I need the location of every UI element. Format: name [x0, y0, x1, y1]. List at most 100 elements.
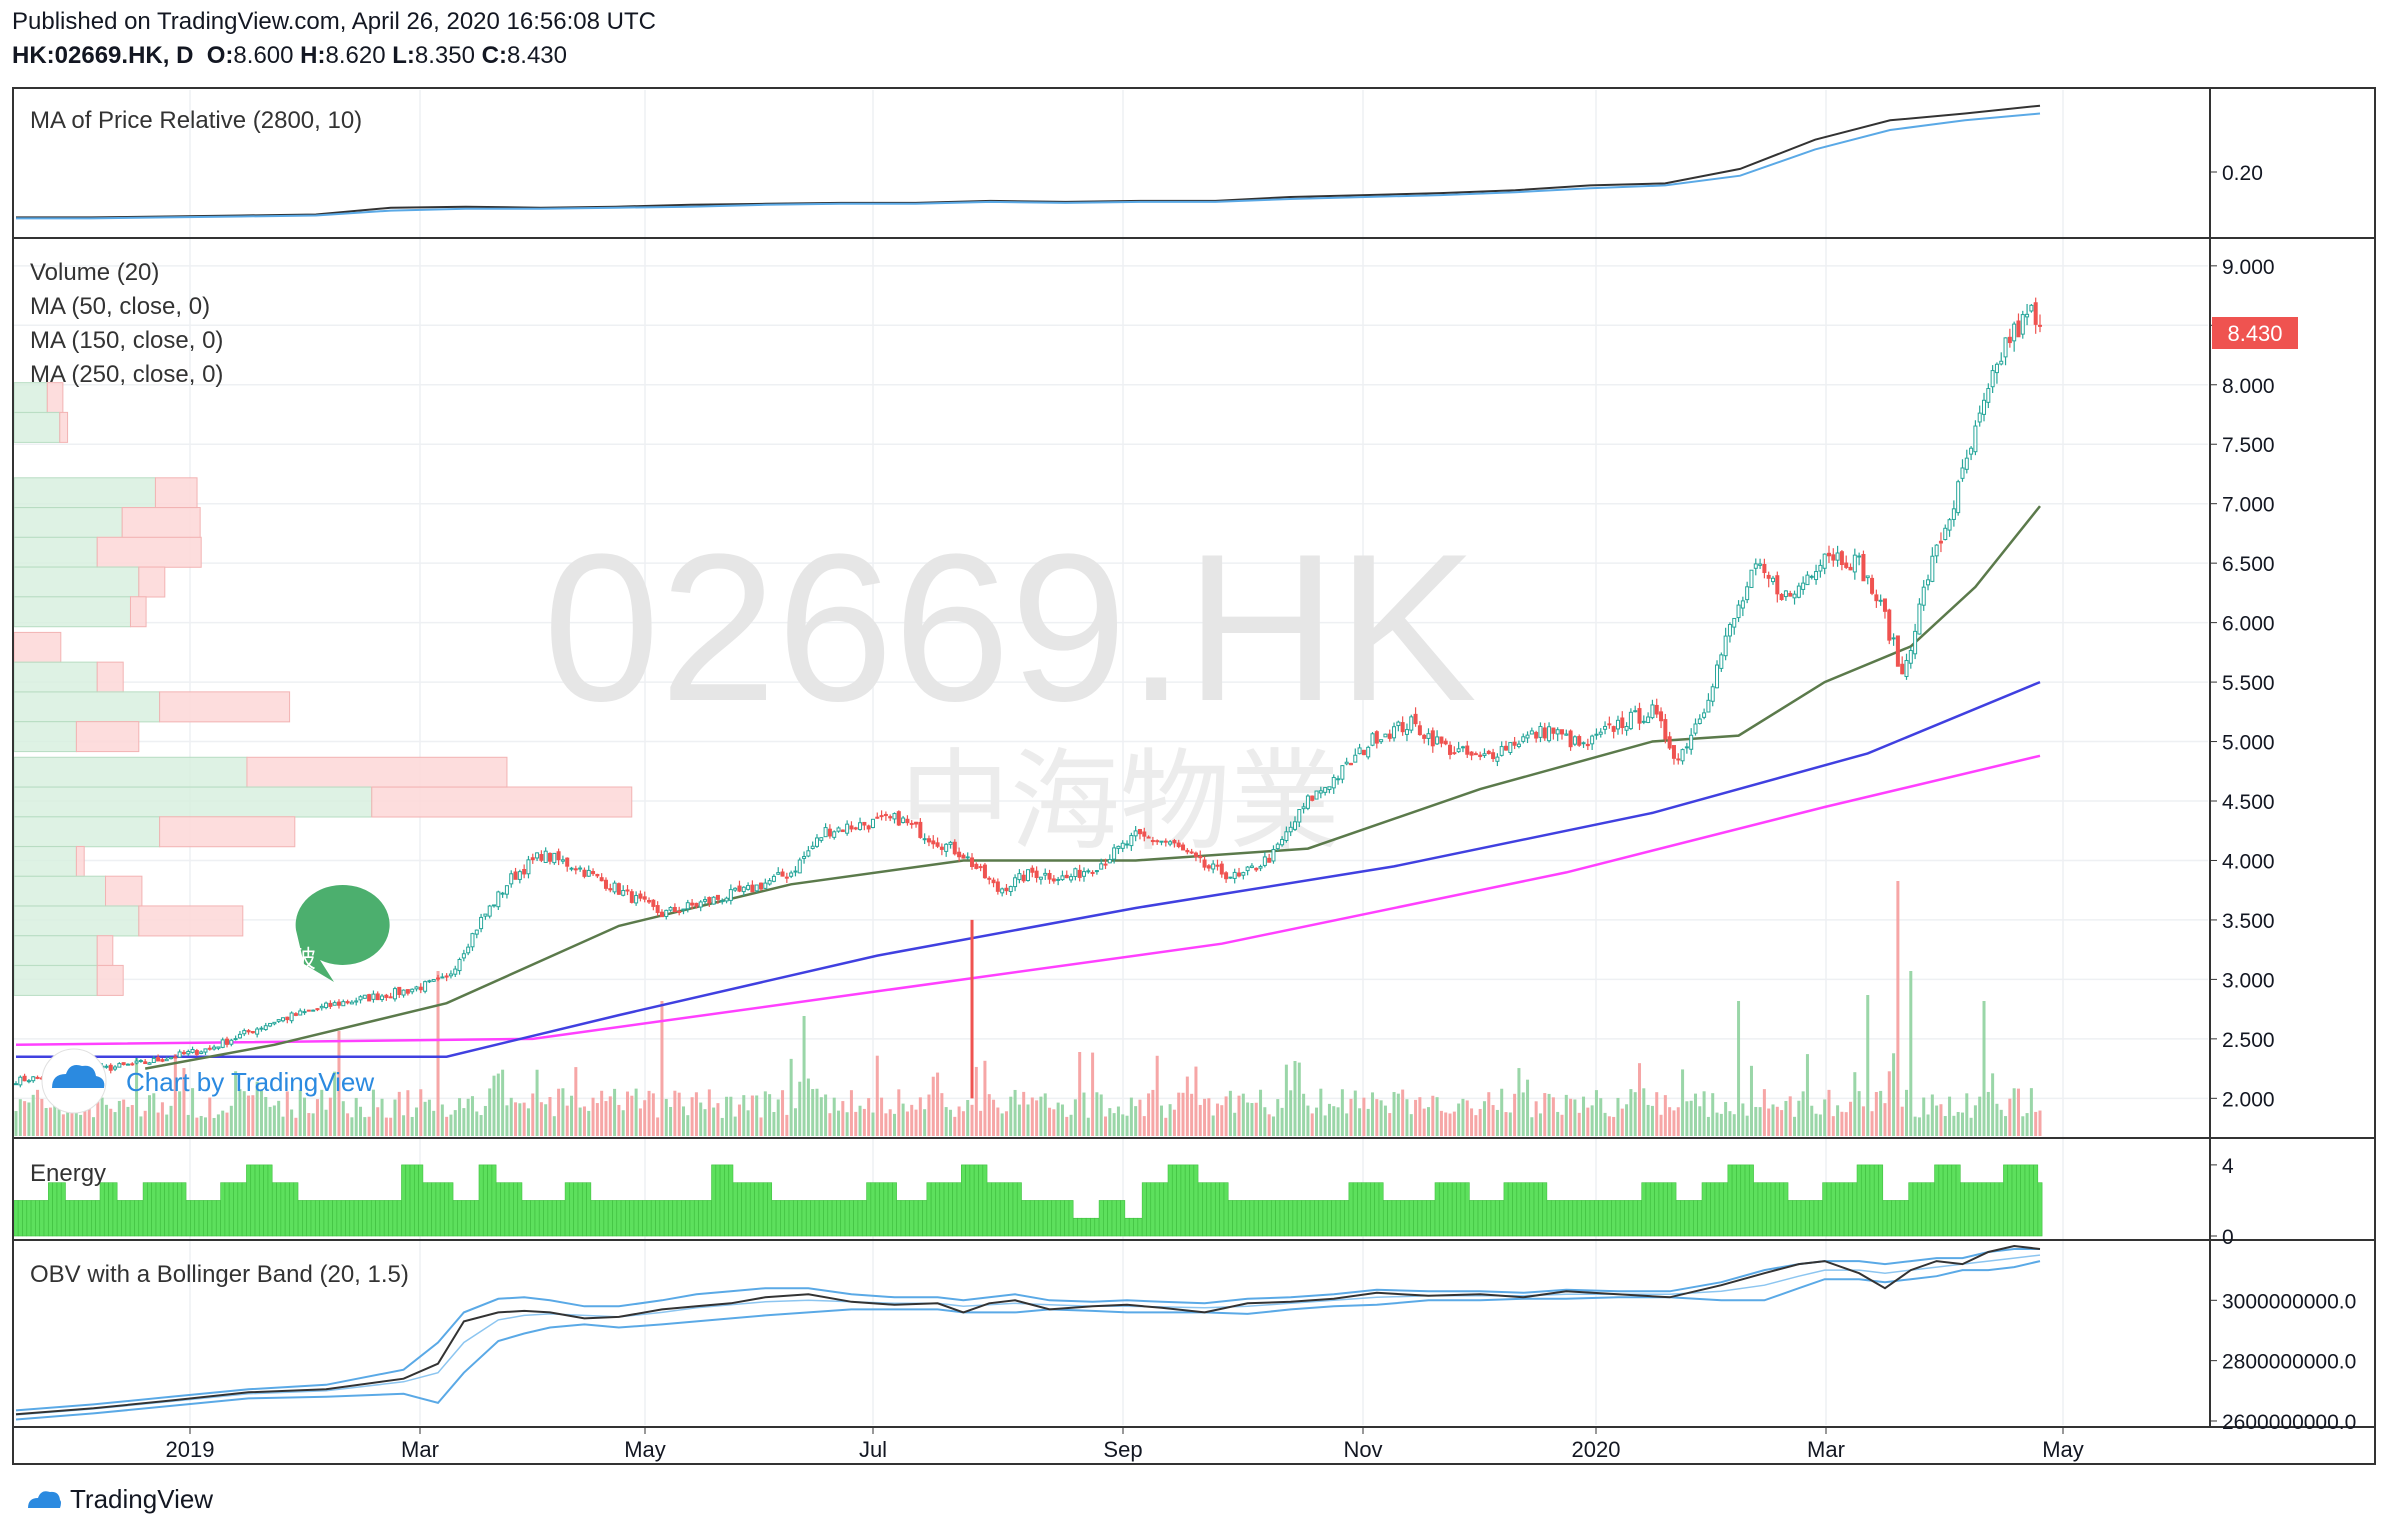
- candle-body: [237, 1033, 242, 1039]
- energy-bar: [1146, 1182, 1151, 1237]
- price-axis[interactable]: 9.0008.5008.0007.5007.0006.5006.0005.500…: [2210, 162, 2356, 1434]
- candle-body: [1723, 635, 1728, 657]
- candle-body: [276, 1019, 281, 1022]
- candle-body: [1986, 388, 1991, 403]
- energy-bar: [1456, 1182, 1462, 1237]
- volume-bar: [1422, 1108, 1426, 1136]
- volume-bar: [914, 1109, 918, 1136]
- candle-body: [1818, 564, 1823, 572]
- volume-bar: [307, 1113, 311, 1136]
- energy-bar: [1921, 1182, 1927, 1237]
- breakout-callout[interactable]: 破: [292, 884, 390, 982]
- time-axis[interactable]: 2019 Mar May Jul Sep Nov 2020 Mar May: [166, 1427, 2084, 1462]
- energy-bar: [909, 1200, 915, 1237]
- energy-bar: [422, 1182, 428, 1237]
- energy-bar: [870, 1182, 876, 1237]
- price-relative-lines: [16, 104, 2041, 220]
- energy-bar: [2033, 1164, 2039, 1237]
- inline-brand[interactable]: Chart by TradingView: [41, 1048, 374, 1114]
- energy-bar: [1215, 1182, 1220, 1237]
- candle-body: [883, 813, 888, 817]
- candle-body: [26, 1080, 31, 1083]
- energy-bar: [1090, 1217, 1095, 1237]
- candle-body: [1904, 660, 1909, 677]
- volume-bar: [1409, 1114, 1413, 1136]
- panel-frames: [12, 87, 2376, 1465]
- candle-body: [1882, 598, 1887, 612]
- energy-bar: [1301, 1200, 1307, 1237]
- energy-bar: [1383, 1200, 1388, 1237]
- volume-bar: [126, 1106, 130, 1136]
- candle-body: [1400, 722, 1405, 733]
- energy-bar: [939, 1182, 945, 1237]
- candle-body: [974, 863, 979, 869]
- energy-bar: [1589, 1200, 1595, 1237]
- footer-brand[interactable]: TradingView: [26, 1484, 213, 1515]
- energy-bar: [332, 1200, 338, 1237]
- energy-bar: [1331, 1200, 1337, 1237]
- y-tick-label: 6.500: [2222, 553, 2275, 576]
- volume-bar: [1293, 1061, 1297, 1136]
- energy-bar: [1490, 1200, 1496, 1237]
- volume-bar: [686, 1115, 690, 1136]
- energy-bar: [452, 1200, 458, 1237]
- candle-body: [151, 1057, 156, 1063]
- profile-bar-down: [159, 691, 291, 723]
- candle-body: [1189, 851, 1194, 854]
- volume-bar: [841, 1101, 845, 1136]
- volume-bar: [1689, 1100, 1693, 1136]
- energy-bar: [134, 1200, 139, 1237]
- energy-bar: [280, 1182, 286, 1237]
- volume-bar: [776, 1099, 780, 1136]
- candle-body: [1956, 481, 1961, 514]
- candle-body: [405, 989, 410, 994]
- volume-bar: [509, 1097, 513, 1136]
- energy-bar: [836, 1200, 841, 1237]
- energy-bar: [1486, 1200, 1492, 1237]
- candle-body: [870, 818, 875, 829]
- volume-bar: [203, 1117, 207, 1136]
- volume-bar: [225, 1112, 229, 1136]
- candle-body: [982, 864, 987, 879]
- volume-bar: [1986, 1091, 1990, 1136]
- candle-body: [802, 855, 807, 859]
- energy-bar: [340, 1200, 346, 1237]
- energy-bar: [323, 1200, 329, 1237]
- energy-bar: [1085, 1217, 1091, 1237]
- ma50-line: [144, 505, 2041, 1070]
- volume-bar: [1336, 1107, 1340, 1136]
- volume-bar: [1009, 1096, 1013, 1136]
- candle-body: [1715, 664, 1720, 689]
- x-tick-label: Sep: [1103, 1437, 1142, 1462]
- volume-bar: [1775, 1106, 1779, 1136]
- energy-bar: [104, 1182, 109, 1237]
- candle-body: [1383, 733, 1388, 738]
- candle-body: [1094, 870, 1099, 873]
- candle-body: [1215, 864, 1220, 867]
- energy-bar: [246, 1164, 251, 1237]
- energy-bar: [1904, 1200, 1909, 1237]
- energy-bar: [1861, 1164, 1866, 1237]
- energy-bar: [1533, 1182, 1539, 1237]
- volume-bar: [1681, 1069, 1685, 1136]
- energy-bar: [823, 1200, 829, 1237]
- candle-body: [698, 901, 703, 908]
- energy-bar: [487, 1164, 493, 1237]
- volume-bar: [1052, 1109, 1056, 1136]
- energy-bar: [1447, 1182, 1453, 1237]
- volume-bar: [707, 1089, 711, 1136]
- candle-body: [651, 899, 656, 907]
- energy-bar: [1731, 1164, 1737, 1237]
- energy-bar: [1016, 1182, 1022, 1237]
- volume-bar: [1478, 1108, 1482, 1136]
- energy-bar: [250, 1164, 256, 1237]
- candle-body: [113, 1066, 118, 1070]
- volume-bar: [479, 1115, 483, 1136]
- candle-body: [1969, 447, 1974, 455]
- volume-bar: [1741, 1103, 1745, 1136]
- energy-bar: [905, 1200, 910, 1237]
- volume-bar: [1297, 1062, 1301, 1136]
- volume-bar: [1065, 1116, 1069, 1136]
- volume-bar: [539, 1102, 543, 1136]
